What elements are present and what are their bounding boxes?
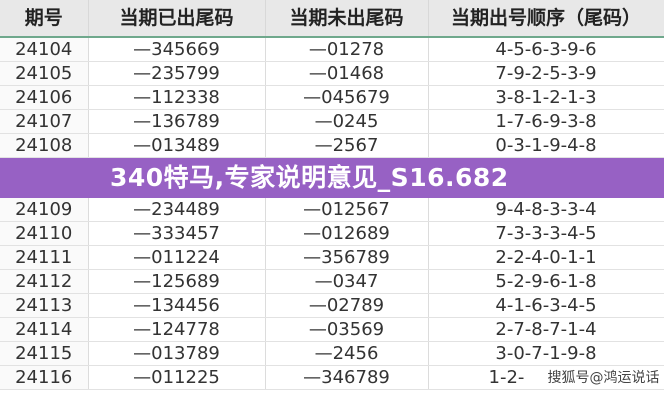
cell-draw-order[interactable]: 7-3-3-3-4-5	[428, 221, 664, 246]
cell-drawn-tails[interactable]: —112338	[88, 85, 266, 110]
cell-period[interactable]: 24115	[0, 341, 89, 366]
cell-undrawn-tails[interactable]: —045679	[265, 85, 429, 110]
table-row: 24115 —013789 —2456 3-0-7-1-9-8	[0, 341, 664, 366]
cell-drawn-tails[interactable]: —011225	[88, 365, 266, 390]
cell-undrawn-tails[interactable]: —01278	[265, 37, 429, 62]
cell-undrawn-tails[interactable]: —356789	[265, 245, 429, 270]
header-drawn-tails: 当期已出尾码	[88, 0, 266, 38]
header-undrawn-tails: 当期未出尾码	[265, 0, 429, 38]
cell-period[interactable]: 24105	[0, 61, 89, 86]
lottery-table: 期号 当期已出尾码 当期未出尾码 当期出号顺序（尾码） 24104 —345669…	[0, 0, 664, 390]
table-row: 24116 —011225 —346789 1-2- 搜狐号@鸿运说话	[0, 365, 664, 390]
cell-period[interactable]: 24112	[0, 269, 89, 294]
table-row: 24111 —011224 —356789 2-2-4-0-1-1	[0, 245, 664, 270]
cell-drawn-tails[interactable]: —333457	[88, 221, 266, 246]
table-row: 24105 —235799 —01468 7-9-2-5-3-9	[0, 61, 664, 86]
cell-period[interactable]: 24110	[0, 221, 89, 246]
cell-draw-order[interactable]: 9-4-8-3-3-4	[428, 198, 664, 222]
cell-draw-order-text: 1-2-	[488, 367, 525, 388]
cell-drawn-tails[interactable]: —134456	[88, 293, 266, 318]
cell-undrawn-tails[interactable]: —02789	[265, 293, 429, 318]
cell-period[interactable]: 24109	[0, 198, 89, 222]
header-period: 期号	[0, 0, 89, 38]
table-row: 24113 —134456 —02789 4-1-6-3-4-5	[0, 293, 664, 318]
header-draw-order: 当期出号顺序（尾码）	[428, 0, 664, 38]
table-row: 24114 —124778 —03569 2-7-8-7-1-4	[0, 317, 664, 342]
banner-text: 340特马,专家说明意见_S16.682	[110, 163, 509, 192]
cell-period[interactable]: 24116	[0, 365, 89, 390]
table-row: 24104 —345669 —01278 4-5-6-3-9-6	[0, 37, 664, 62]
cell-draw-order[interactable]: 3-8-1-2-1-3	[428, 85, 664, 110]
cell-draw-order[interactable]: 4-1-6-3-4-5	[428, 293, 664, 318]
cell-draw-order[interactable]: 1-7-6-9-3-8	[428, 109, 664, 134]
cell-draw-order[interactable]: 7-9-2-5-3-9	[428, 61, 664, 86]
table-row: 24106 —112338 —045679 3-8-1-2-1-3	[0, 85, 664, 110]
cell-undrawn-tails[interactable]: —346789	[265, 365, 429, 390]
cell-drawn-tails[interactable]: —013789	[88, 341, 266, 366]
cell-draw-order[interactable]: 1-2- 搜狐号@鸿运说话	[428, 365, 664, 390]
cell-draw-order[interactable]: 4-5-6-3-9-6	[428, 37, 664, 62]
cell-undrawn-tails[interactable]: —0347	[265, 269, 429, 294]
cell-period[interactable]: 24108	[0, 133, 89, 158]
cell-undrawn-tails[interactable]: —03569	[265, 317, 429, 342]
cell-drawn-tails[interactable]: —124778	[88, 317, 266, 342]
cell-period[interactable]: 24111	[0, 245, 89, 270]
cell-drawn-tails[interactable]: —235799	[88, 61, 266, 86]
cell-draw-order[interactable]: 2-7-8-7-1-4	[428, 317, 664, 342]
cell-period[interactable]: 24114	[0, 317, 89, 342]
banner-cell: 340特马,专家说明意见_S16.682	[0, 157, 664, 198]
table-row: 24110 —333457 —012689 7-3-3-3-4-5	[0, 221, 664, 246]
header-row: 期号 当期已出尾码 当期未出尾码 当期出号顺序（尾码）	[0, 0, 664, 38]
cell-draw-order[interactable]: 2-2-4-0-1-1	[428, 245, 664, 270]
cell-drawn-tails[interactable]: —125689	[88, 269, 266, 294]
cell-undrawn-tails[interactable]: —01468	[265, 61, 429, 86]
table-row: 24109 —234489 —012567 9-4-8-3-3-4	[0, 198, 664, 222]
cell-undrawn-tails[interactable]: —0245	[265, 109, 429, 134]
cell-draw-order[interactable]: 5-2-9-6-1-8	[428, 269, 664, 294]
cell-period[interactable]: 24106	[0, 85, 89, 110]
table-row: 24108 —013489 —2567 0-3-1-9-4-8	[0, 133, 664, 158]
cell-draw-order[interactable]: 3-0-7-1-9-8	[428, 341, 664, 366]
cell-period[interactable]: 24113	[0, 293, 89, 318]
title-banner: 340特马,专家说明意见_S16.682	[0, 157, 664, 198]
cell-undrawn-tails[interactable]: —2456	[265, 341, 429, 366]
cell-drawn-tails[interactable]: —345669	[88, 37, 266, 62]
cell-undrawn-tails[interactable]: —012567	[265, 198, 429, 222]
table-row: 24112 —125689 —0347 5-2-9-6-1-8	[0, 269, 664, 294]
cell-period[interactable]: 24104	[0, 37, 89, 62]
cell-period[interactable]: 24107	[0, 109, 89, 134]
cell-draw-order[interactable]: 0-3-1-9-4-8	[428, 133, 664, 158]
cell-drawn-tails[interactable]: —013489	[88, 133, 266, 158]
cell-drawn-tails[interactable]: —011224	[88, 245, 266, 270]
table-row: 24107 —136789 —0245 1-7-6-9-3-8	[0, 109, 664, 134]
cell-drawn-tails[interactable]: —136789	[88, 109, 266, 134]
watermark: 搜狐号@鸿运说话	[547, 369, 660, 386]
cell-undrawn-tails[interactable]: —012689	[265, 221, 429, 246]
cell-drawn-tails[interactable]: —234489	[88, 198, 266, 222]
cell-undrawn-tails[interactable]: —2567	[265, 133, 429, 158]
